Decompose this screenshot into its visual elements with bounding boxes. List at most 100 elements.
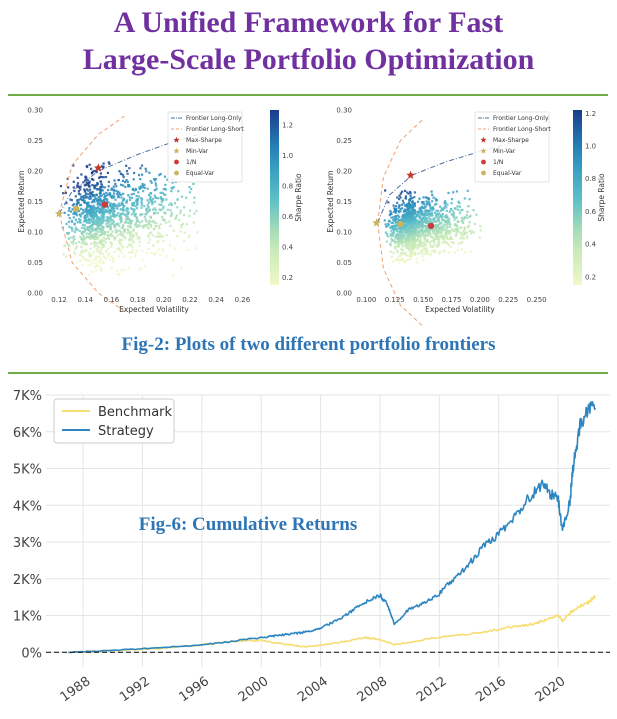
cloud-point (124, 185, 127, 189)
cloud-point (409, 258, 412, 261)
cloud-point (106, 193, 109, 196)
cloud-point (155, 184, 158, 187)
cloud-point (168, 220, 171, 223)
cloud-point (454, 227, 457, 230)
cloud-point (411, 234, 414, 237)
cloud-point (99, 189, 102, 192)
cloud-point (111, 234, 114, 237)
cloud-point (452, 214, 455, 217)
cloud-point (110, 245, 113, 248)
cloud-point (112, 261, 115, 264)
cloud-point (387, 201, 390, 204)
cloud-point (94, 207, 97, 210)
cloud-point (450, 213, 453, 216)
cloud-point (177, 190, 180, 193)
colorbar-tick-label: 0.4 (585, 241, 597, 249)
cloud-point (102, 237, 105, 240)
cloud-point (102, 192, 106, 195)
cloud-point (89, 210, 93, 213)
cloud-point (401, 207, 404, 210)
cloud-point (152, 252, 155, 255)
cloud-point (122, 199, 125, 202)
y-tick-label: 0.20 (27, 168, 43, 176)
cloud-point (110, 207, 113, 210)
cloud-point (411, 207, 414, 210)
cloud-point (410, 249, 413, 252)
cloud-point (78, 221, 81, 224)
cloud-point (81, 251, 84, 254)
cloud-point (412, 231, 415, 235)
cloud-point (426, 252, 429, 256)
cloud-point (443, 223, 446, 226)
cloud-point (158, 233, 162, 236)
cloud-point (422, 212, 425, 216)
cloud-point (114, 204, 117, 207)
cloud-point (453, 218, 456, 221)
cloud-point (83, 184, 86, 187)
cloud-point (107, 235, 110, 238)
cloud-point (406, 227, 409, 230)
cloud-point (95, 244, 98, 247)
cloud-point (126, 246, 129, 249)
y-tick-label: 0.20 (336, 168, 352, 176)
cloud-point (461, 221, 465, 224)
cloud-point (72, 212, 75, 215)
cloud-point (159, 196, 163, 199)
cloud-point (95, 229, 98, 232)
cloud-point (155, 222, 158, 225)
cloud-point (143, 224, 146, 227)
cloud-point (100, 210, 103, 213)
cloud-point (402, 224, 405, 227)
cloud-point (423, 219, 427, 222)
cloud-point (91, 214, 94, 217)
cloud-point (190, 188, 193, 191)
cloud-point (160, 197, 163, 201)
cloud-point (430, 235, 433, 238)
cloud-point (170, 190, 173, 193)
cloud-point (115, 204, 118, 207)
y-tick-label: 0.05 (27, 259, 43, 267)
cloud-point (101, 221, 104, 224)
y-tick-label: 2K% (13, 573, 42, 588)
cloud-point (127, 225, 130, 228)
cloud-point (424, 249, 427, 252)
cloud-point (409, 233, 412, 236)
colorbar-tick-label: 0.2 (282, 274, 293, 282)
cloud-point (91, 220, 94, 223)
cloud-point (390, 229, 393, 232)
fig2-caption: Fig-2: Plots of two different portfolio … (121, 334, 496, 355)
cloud-point (118, 242, 121, 245)
cloud-point (92, 216, 96, 219)
cloud-point (141, 184, 145, 187)
cloud-point (146, 226, 149, 229)
cloud-point (412, 217, 415, 220)
cloud-point (134, 252, 137, 255)
cloud-point (110, 187, 113, 190)
cloud-point (90, 220, 93, 223)
cloud-point (423, 244, 426, 247)
cloud-point (67, 186, 70, 189)
cloud-point (112, 192, 116, 195)
cloud-point (84, 183, 88, 187)
cloud-point (169, 214, 172, 218)
cloud-point (134, 223, 137, 226)
cloud-point (122, 197, 126, 200)
cloud-point (152, 244, 155, 248)
cloud-point (91, 170, 94, 173)
cloud-point (425, 200, 428, 203)
cloud-point (434, 249, 437, 252)
cloud-point (396, 240, 399, 243)
cloud-point (136, 237, 139, 240)
cloud-point (405, 217, 408, 220)
cloud-point (88, 236, 91, 240)
cloud-point (110, 255, 113, 258)
cloud-point (437, 251, 440, 254)
cloud-point (410, 233, 413, 236)
y-axis-label: Expected Return (17, 170, 26, 233)
cloud-point (120, 220, 123, 223)
colorbar-tick-label: 1.0 (282, 152, 293, 160)
cloud-point (441, 212, 444, 216)
cloud-point (407, 233, 410, 237)
cloud-point (193, 212, 196, 215)
cloud-point (149, 192, 152, 195)
